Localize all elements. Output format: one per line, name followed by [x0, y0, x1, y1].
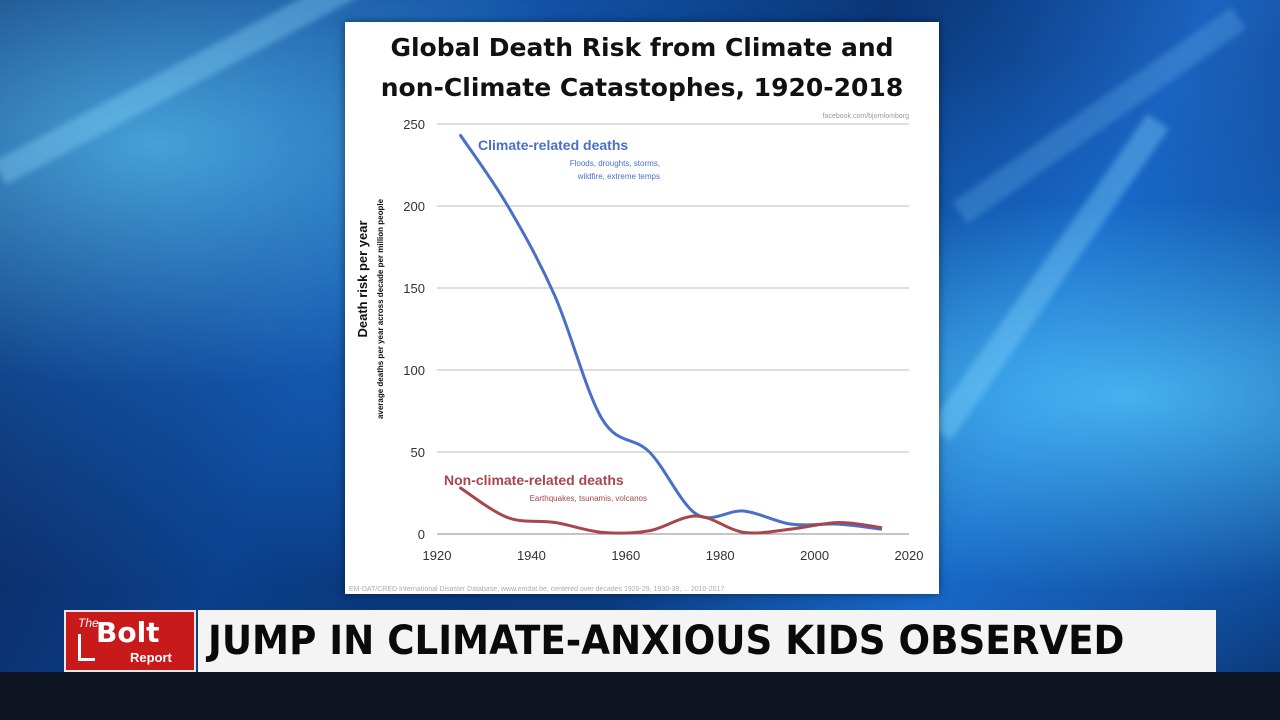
y-tick-label: 250 [403, 117, 425, 132]
y-tick-label: 0 [418, 527, 425, 542]
chart-watermark: facebook.com/bjornlomborg [823, 113, 909, 120]
x-tick-label: 1920 [423, 548, 452, 563]
x-tick-label: 1960 [611, 548, 640, 563]
logo-bolt-text: Bolt [96, 616, 160, 649]
y-axis-sublabel: average deaths per year across decade pe… [376, 198, 385, 419]
y-tick-label: 50 [411, 445, 425, 460]
climate-series-sublabel: Floods, droughts, storms, [570, 159, 660, 168]
logo-report-text: Report [130, 650, 172, 665]
lower-third: The Bolt Report JUMP IN CLIMATE-ANXIOUS … [64, 610, 1216, 672]
headline-box: JUMP IN CLIMATE-ANXIOUS KIDS OBSERVED [198, 610, 1216, 672]
line-chart: facebook.com/bjornlomborg 0 50 100 150 200 250… [349, 113, 924, 593]
climate-series-label: Climate-related deaths [478, 137, 628, 153]
climate-series-line [459, 133, 883, 531]
x-tick-label: 2020 [895, 548, 924, 563]
y-tick-label: 150 [403, 281, 425, 296]
headline: JUMP IN CLIMATE-ANXIOUS KIDS OBSERVED [208, 618, 1125, 664]
non-climate-series-line [459, 486, 883, 535]
non-climate-series-label: Non-climate-related deaths [444, 472, 624, 488]
y-axis-label: Death risk per year [355, 220, 370, 337]
bolt-report-logo: The Bolt Report [64, 610, 196, 672]
chart-title: Global Death Risk from Climate and non-C… [380, 33, 904, 102]
bottom-band [0, 672, 1280, 720]
logo-bracket-icon [78, 634, 95, 661]
x-tick-label: 2000 [800, 548, 829, 563]
source-note: EM-DAT/CRED International Disaster Datab… [349, 586, 724, 593]
climate-series-sublabel: wildfire, extreme temps [577, 172, 660, 181]
non-climate-series-sublabel: Earthquakes, tsunamis, volcanos [530, 494, 647, 503]
y-tick-label: 200 [403, 199, 425, 214]
logo-the-text: The [78, 616, 99, 630]
x-tick-label: 1980 [706, 548, 735, 563]
x-tick-label: 1940 [517, 548, 546, 563]
y-tick-label: 100 [403, 363, 425, 378]
chart-card: Global Death Risk from Climate and non-C… [345, 22, 939, 594]
